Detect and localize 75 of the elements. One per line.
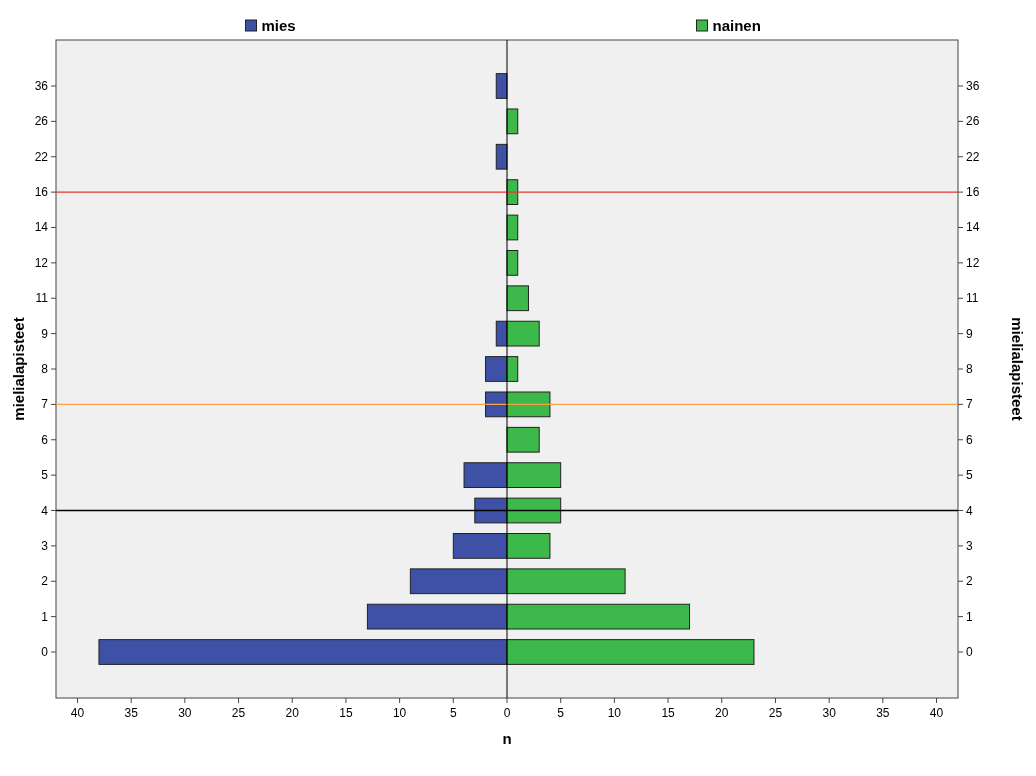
- y2-tick-label: 9: [966, 326, 973, 341]
- x-tick-label: 20: [715, 706, 729, 720]
- y2-tick-label: 26: [966, 114, 980, 129]
- y2-tick-label: 8: [966, 362, 973, 376]
- y2-tick-label: 22: [966, 149, 980, 164]
- y-tick-label: 1: [41, 609, 49, 624]
- y-tick-label: 22: [34, 149, 49, 164]
- bar: [485, 356, 508, 382]
- bar: [506, 639, 755, 665]
- y-tick-label: 26: [34, 114, 49, 129]
- y-tick-label: 36: [34, 78, 49, 93]
- y-tick-label: 9: [41, 326, 49, 341]
- x-tick-label: 35: [124, 706, 139, 720]
- x-tick-label: 30: [822, 706, 837, 720]
- bar: [506, 426, 540, 453]
- bar: [506, 462, 562, 489]
- bar: [463, 462, 508, 489]
- bar: [506, 320, 540, 347]
- y2-tick-label: 16: [966, 185, 980, 200]
- bar: [409, 568, 508, 595]
- y2-tick-label: 11: [966, 291, 979, 306]
- y-tick-label: 8: [41, 362, 49, 376]
- y2-tick-label: 1: [966, 609, 973, 624]
- y-tick-label: 12: [34, 255, 49, 270]
- y-tick-label: 6: [41, 432, 49, 447]
- bar: [506, 285, 529, 312]
- x-tick-label: 10: [607, 706, 622, 720]
- y-tick-label: 14: [34, 220, 49, 235]
- y2-tick-label: 7: [966, 397, 973, 412]
- bar: [506, 214, 519, 241]
- x-tick-label: 15: [339, 706, 353, 720]
- bar: [366, 603, 508, 630]
- y-tick-label: 11: [35, 291, 49, 306]
- y2-tick-label: 4: [966, 503, 973, 518]
- x-tick-label: 30: [178, 706, 192, 720]
- legend-label: mies: [261, 17, 296, 34]
- x-tick-label: 25: [768, 706, 783, 720]
- bar: [98, 639, 508, 665]
- bar: [506, 603, 691, 630]
- y-tick-label: 3: [41, 538, 49, 553]
- y-tick-label: 16: [34, 185, 49, 200]
- x-tick-label: 20: [285, 706, 300, 720]
- x-axis-title: n: [502, 730, 512, 747]
- bar: [452, 533, 508, 559]
- x-tick-label: 40: [70, 706, 85, 720]
- bar: [474, 497, 508, 524]
- x-tick-label: 40: [929, 706, 944, 720]
- y2-tick-label: 5: [966, 468, 973, 483]
- y2-tick-label: 14: [966, 220, 980, 235]
- y-tick-label: 2: [41, 574, 49, 589]
- x-tick-label: 5: [449, 706, 457, 720]
- y-tick-label: 0: [41, 645, 49, 660]
- x-tick-label: 5: [557, 706, 565, 720]
- x-tick-label: 0: [503, 706, 511, 720]
- bar: [506, 497, 562, 524]
- y2-tick-label: 12: [966, 255, 980, 270]
- y-tick-label: 4: [41, 503, 49, 518]
- x-tick-label: 25: [231, 706, 246, 720]
- y2-tick-label: 6: [966, 432, 973, 447]
- x-tick-label: 10: [392, 706, 407, 720]
- y-axis-title: mielialapisteet: [10, 317, 27, 421]
- x-tick-label: 35: [876, 706, 890, 720]
- y2-tick-label: 2: [966, 574, 973, 589]
- y2-tick-label: 0: [966, 645, 973, 660]
- bar: [485, 391, 508, 418]
- bar: [506, 533, 551, 559]
- y-tick-label: 5: [41, 468, 49, 483]
- y-tick-label: 7: [41, 397, 49, 412]
- bar: [506, 568, 626, 595]
- bar: [506, 391, 551, 418]
- y2-tick-label: 36: [966, 78, 980, 93]
- y2-tick-label: 3: [966, 538, 973, 553]
- legend-label: nainen: [712, 17, 761, 34]
- y2-axis-title: mielialapisteet: [1009, 317, 1026, 421]
- x-tick-label: 15: [661, 706, 676, 720]
